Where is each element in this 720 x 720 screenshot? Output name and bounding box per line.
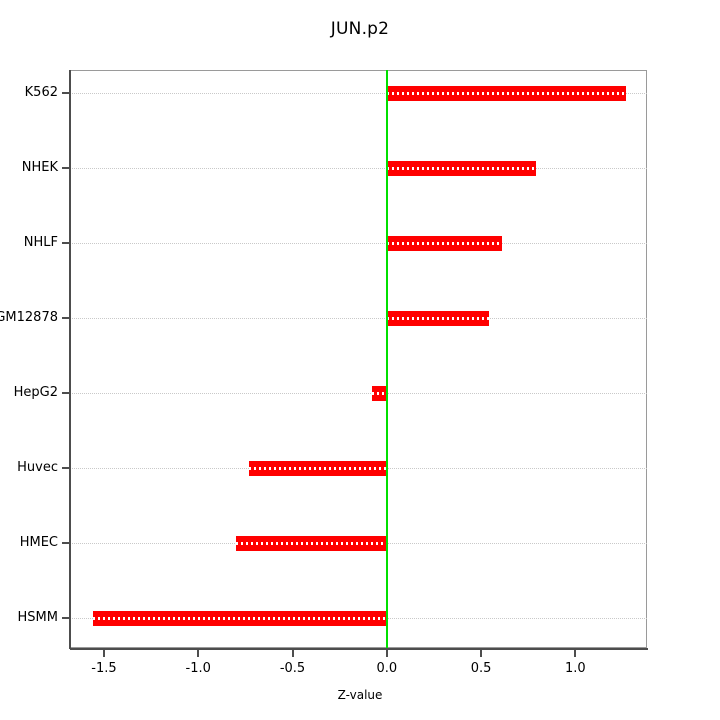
y-axis-label-hmec: HMEC — [19, 535, 58, 550]
y-axis-label-nhlf: NHLF — [23, 235, 58, 250]
x-axis-tick — [480, 649, 483, 657]
x-axis-tick — [291, 649, 294, 657]
plot-area — [70, 70, 647, 648]
bar-pattern — [249, 467, 387, 470]
y-axis-label-hsmm: HSMM — [17, 610, 58, 625]
bar — [235, 536, 387, 551]
bar-pattern — [386, 242, 502, 245]
x-axis-tick-label: -1.5 — [91, 661, 117, 676]
y-axis-tick — [62, 92, 70, 94]
zero-reference-line — [385, 70, 388, 648]
y-axis-tick — [62, 467, 70, 469]
bar — [386, 161, 536, 176]
bar — [92, 611, 387, 626]
y-axis-tick — [62, 617, 70, 619]
bar — [386, 86, 627, 101]
gridline — [70, 93, 647, 94]
y-axis-tick — [62, 242, 70, 244]
bar-pattern — [371, 392, 387, 395]
x-axis-title: Z-value — [337, 688, 383, 702]
x-axis-tick-label: 0.0 — [376, 661, 398, 676]
chart-title: JUN.p2 — [330, 19, 390, 39]
bar-pattern — [386, 317, 489, 320]
gridline — [70, 318, 647, 319]
bar-pattern — [92, 617, 387, 620]
y-axis-label-nhek: NHEK — [21, 160, 58, 175]
x-axis-tick-label: -0.5 — [279, 661, 306, 676]
x-axis-tick — [197, 649, 200, 657]
y-axis-tick — [62, 167, 70, 169]
y-axis-line — [69, 70, 71, 649]
bar — [371, 386, 387, 401]
x-axis-line — [70, 648, 648, 650]
gridline — [70, 243, 647, 244]
x-axis-tick — [102, 649, 105, 657]
y-axis-label-gm12878: GM12878 — [0, 310, 58, 325]
x-axis-tick-label: 0.5 — [470, 661, 492, 676]
x-axis-tick-label: 1.0 — [565, 661, 586, 676]
y-axis-label-huvec: Huvec — [17, 460, 58, 475]
x-axis-tick-label: -1.0 — [185, 661, 211, 676]
bar-pattern — [386, 167, 536, 170]
y-axis-tick — [62, 542, 70, 544]
bar-pattern — [235, 542, 387, 545]
bar — [386, 236, 502, 251]
plot-frame — [70, 70, 647, 648]
gridline — [70, 168, 647, 169]
gridline — [70, 393, 647, 394]
y-axis-label-hepg2: HepG2 — [13, 385, 58, 400]
y-axis-tick — [62, 317, 70, 319]
x-axis-tick — [385, 649, 388, 657]
bar-pattern — [386, 92, 627, 95]
y-axis-tick — [62, 392, 70, 394]
x-axis-tick — [574, 649, 577, 657]
bar — [386, 311, 489, 326]
y-axis-label-k562: K562 — [24, 85, 58, 100]
bar — [249, 461, 387, 476]
